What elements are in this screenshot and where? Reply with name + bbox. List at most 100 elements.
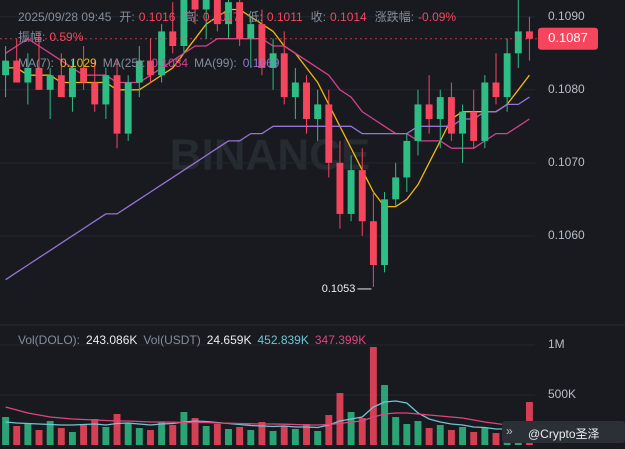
volume-bar (369, 347, 377, 445)
volume-bar (202, 426, 210, 445)
ma-legend: MA(7): 0.1029 MA(25): 0.1084 MA(99): 0.1069 (18, 54, 538, 72)
volume-bar (280, 426, 288, 445)
volume-bar (303, 424, 310, 445)
candle-body (113, 75, 121, 134)
header-field: 开: 0.1016 (119, 8, 175, 26)
volume-bar (459, 427, 467, 445)
ma-line (5, 37, 530, 149)
header-field: 高: 0.1017 (183, 8, 239, 26)
candle-body (436, 97, 444, 120)
candle-body (381, 199, 388, 266)
header-field: 涨跌幅: -0.09% (375, 8, 456, 26)
candle-body (2, 60, 10, 76)
volume-ma-value: 452.839K (257, 333, 309, 347)
volume-bar (225, 429, 232, 445)
volume-ma-line (5, 400, 530, 430)
candle-body (24, 67, 32, 83)
volume-bar (213, 424, 221, 445)
candle-body (35, 67, 43, 90)
ma-value: 0.1084 (151, 56, 189, 70)
candle-body (291, 82, 299, 98)
low-marker-label: 0.1053 (322, 283, 356, 295)
candle-body (403, 140, 411, 178)
candle-body (213, 0, 221, 25)
volume-bar (325, 415, 333, 445)
volume-bar (91, 419, 99, 445)
volume-bar (347, 412, 355, 445)
volume-bar (147, 430, 154, 445)
volume-bar (80, 425, 88, 445)
volume-bar (481, 428, 489, 445)
field-name: 收: (310, 10, 327, 24)
candle-body (57, 75, 65, 98)
volume-bar (425, 428, 433, 445)
volume-bar (336, 393, 344, 445)
last-price-box (538, 27, 598, 50)
field-name: 振幅: (18, 30, 46, 44)
field-value: 0.1014 (330, 10, 367, 24)
ma-value: 0.1029 (60, 56, 97, 70)
candle-body (102, 75, 110, 105)
ohlc-header: 2025/09/28 09:45 开: 0.1016 高: 0.1017 低: 0.1011… (18, 8, 508, 46)
credit: @Crypto圣泽 (528, 427, 600, 441)
candle-body (80, 67, 88, 83)
header-field: 振幅: 0.59% (18, 28, 83, 46)
ma-line (5, 96, 530, 281)
candle-body (258, 24, 266, 68)
candle-body (525, 31, 533, 39)
volume-ma-value: 347.399K (314, 333, 367, 347)
candle-body (392, 177, 400, 200)
volume-name: Vol(USDT) (143, 333, 201, 347)
volume-bar (169, 425, 177, 445)
candle-body (124, 82, 132, 134)
candle-body (13, 60, 21, 83)
volume-bar (392, 417, 400, 445)
volume-bar (447, 430, 455, 445)
volume-bar (158, 422, 166, 445)
candle-body (169, 31, 177, 46)
volume-bar (35, 430, 43, 445)
y-tick-label: 0.1090 (548, 9, 585, 23)
candle-body (147, 60, 154, 76)
candle-body (481, 82, 489, 141)
volume-bar (180, 412, 188, 445)
candle-body (191, 0, 199, 10)
volume-name: Vol(DOLO): (18, 333, 81, 347)
y-tick-label: 0.1080 (548, 82, 585, 96)
volume-bar (13, 426, 21, 445)
candle-body (314, 104, 322, 120)
volume-bar (46, 421, 54, 445)
volume-legend: Vol(DOLO): 243.086K Vol(USDT) 24.659K 452.83… (18, 331, 538, 349)
candle-body (459, 111, 467, 134)
candle-body (303, 82, 310, 120)
y-tick-label: 0.1060 (548, 228, 585, 242)
field-name: 涨跌幅: (374, 10, 415, 24)
last-price-label: 0.1087 (548, 30, 588, 45)
candle-body (425, 104, 433, 120)
volume-bar (381, 385, 388, 445)
volume-bar (113, 414, 121, 445)
expand-icon[interactable]: » (506, 424, 513, 438)
volume-bar (258, 422, 266, 445)
field-name: 高: (183, 10, 199, 24)
field-value: 0.59% (49, 30, 84, 44)
credit-box: » @Crypto圣泽 (502, 421, 625, 443)
header-time: 2025/09/28 09:45 (18, 10, 112, 24)
candle-body (180, 0, 188, 46)
volume-bar (24, 423, 32, 445)
candle-body (470, 111, 478, 141)
candle-body (336, 162, 344, 214)
volume-bar (124, 423, 132, 445)
field-name: 低: (247, 10, 263, 24)
volume-bar (247, 430, 255, 445)
volume-bar (291, 429, 299, 445)
candle-body (91, 82, 99, 105)
candle-body (135, 60, 143, 83)
candle-body (236, 2, 244, 39)
volume-bar (403, 424, 411, 445)
ma-name: MA(7): (18, 56, 54, 70)
field-value: 0.1017 (202, 10, 240, 24)
header-field: 收: 0.1014 (311, 8, 367, 26)
volume-bar (492, 433, 500, 445)
